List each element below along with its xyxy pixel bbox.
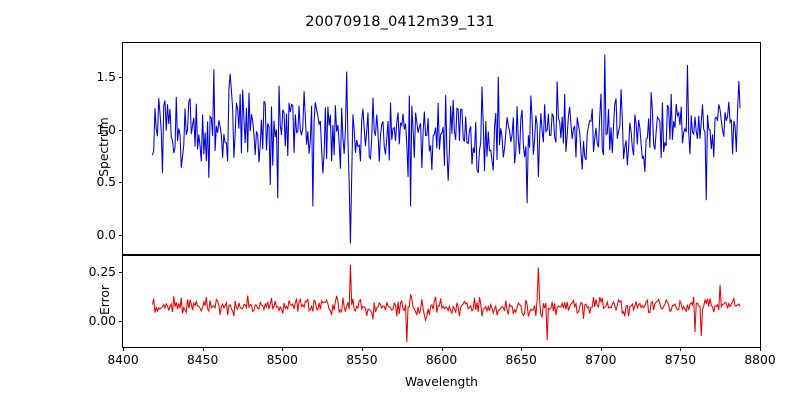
y-tick-spectrum-0 [119,235,123,237]
x-tick-label-2: 8500 [266,353,298,367]
x-tick-error-2 [282,347,284,351]
y-tick-label-spectrum-3: 1.5 [96,69,116,84]
error-line-series [151,264,741,343]
spectrum-trace [151,54,741,244]
spectrum-axes: 0.0 0.5 1.0 1.5 Spectrum [96,42,762,258]
y-tick-label-spectrum-0: 0.0 [96,228,116,242]
x-tick-label-0: 8400 [107,353,139,367]
x-tick-error-6 [600,347,602,351]
x-tick-error-4 [441,347,443,351]
y-tick-label-spectrum-1: 0.5 [96,175,116,190]
x-tick-error-5 [521,347,523,351]
y-tick-label-error-0: 0.00 [88,314,116,329]
error-axes: 0.00 0.25 8400 8450 8500 8550 8600 8650 8700 8750… [89,255,776,367]
y-tick-error-0 [119,321,123,323]
x-tick-label-1: 8450 [186,353,219,367]
x-tick-label-3: 8550 [346,353,378,367]
y-tick-spectrum-3 [119,76,123,78]
x-tick-error-1 [202,347,204,351]
x-tick-error-8 [760,347,762,351]
x-tick-label-7: 8750 [664,353,697,367]
x-tick-label-6: 8700 [585,353,617,367]
y-tick-spectrum-1 [119,182,123,184]
x-tick-error-7 [680,347,682,351]
y-tick-label-spectrum-2: 1.0 [96,122,116,137]
x-tick-error-0 [123,347,125,351]
x-tick-error-3 [361,347,363,351]
x-tick-label-4: 8600 [425,353,458,367]
x-axis-label: Wavelength [405,375,478,389]
y-axis-label-spectrum: Spectrum [97,116,111,177]
x-tick-label-8: 8800 [744,353,776,367]
x-tick-label-5: 8650 [505,353,537,367]
y-axis-label-error: Error [98,284,112,315]
y-tick-spectrum-2 [119,129,123,131]
y-tick-error-1 [119,271,123,273]
error-trace [151,264,741,343]
y-tick-label-error-1: 0.25 [88,264,116,279]
page-title: 20070918_0412m39_131 [305,14,495,30]
spectrum-line-series [151,54,741,244]
